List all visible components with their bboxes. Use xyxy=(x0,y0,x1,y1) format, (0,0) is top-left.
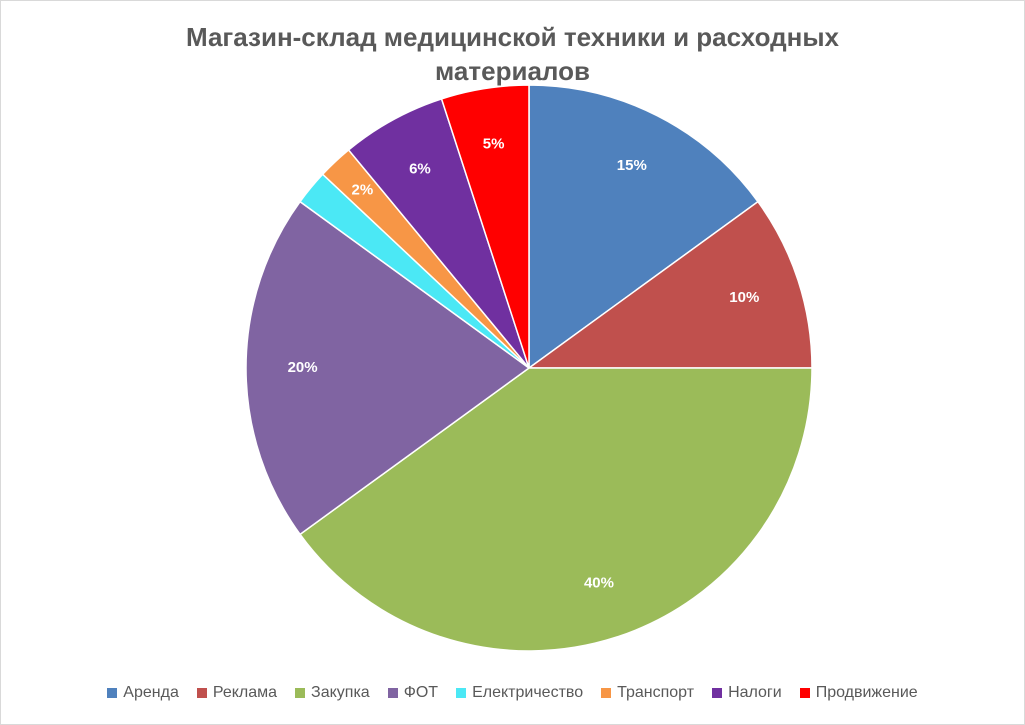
legend-swatch xyxy=(387,688,398,698)
legend-item-8: Продвижение xyxy=(799,684,918,702)
legend-label: Реклама xyxy=(212,684,278,701)
data-label-1: 15% xyxy=(617,157,647,174)
legend-swatch xyxy=(295,688,306,698)
pie-slice-1 xyxy=(528,84,759,370)
chart-legend: Аренда Реклама Закупка ФОТ Електричество Тран… xyxy=(0,680,1025,706)
pie-slice-3 xyxy=(298,367,813,652)
pie-slice-8 xyxy=(440,84,530,369)
data-label-6: 2% xyxy=(352,182,374,199)
data-label-8: 5% xyxy=(483,135,505,152)
legend-swatch xyxy=(107,688,118,698)
legend-swatch xyxy=(799,688,810,698)
data-label-7: 6% xyxy=(409,161,431,178)
data-label-3: 40% xyxy=(584,574,614,591)
legend-label: Аренда xyxy=(123,684,179,701)
pie-slice-4 xyxy=(245,200,531,536)
legend-item-6: Транспорт xyxy=(601,684,694,702)
legend-label: Транспорт xyxy=(617,684,695,701)
pie-slice-2 xyxy=(526,200,813,369)
data-label-4: 20% xyxy=(288,359,318,376)
legend-label: Закупка xyxy=(311,684,370,701)
legend-swatch xyxy=(196,688,207,698)
legend-item-4: ФОТ xyxy=(387,684,439,702)
legend-item-3: Закупка xyxy=(295,684,370,702)
legend-label: ФОТ xyxy=(403,684,439,701)
legend-label: Налоги xyxy=(728,684,782,701)
legend-label: Продвижение xyxy=(815,684,918,701)
legend-item-5: Електричество xyxy=(456,684,583,702)
data-label-2: 10% xyxy=(729,289,759,306)
legend-item-2: Реклама xyxy=(196,684,278,702)
legend-swatch xyxy=(712,688,723,698)
legend-item-7: Налоги xyxy=(712,684,782,702)
chart-title: Магазин-склад медицинской техники и расх… xyxy=(186,22,839,86)
legend-swatch xyxy=(601,688,612,698)
legend-item-1: Аренда xyxy=(107,684,179,702)
legend-swatch xyxy=(456,688,467,698)
legend-label: Електричество xyxy=(472,684,584,701)
